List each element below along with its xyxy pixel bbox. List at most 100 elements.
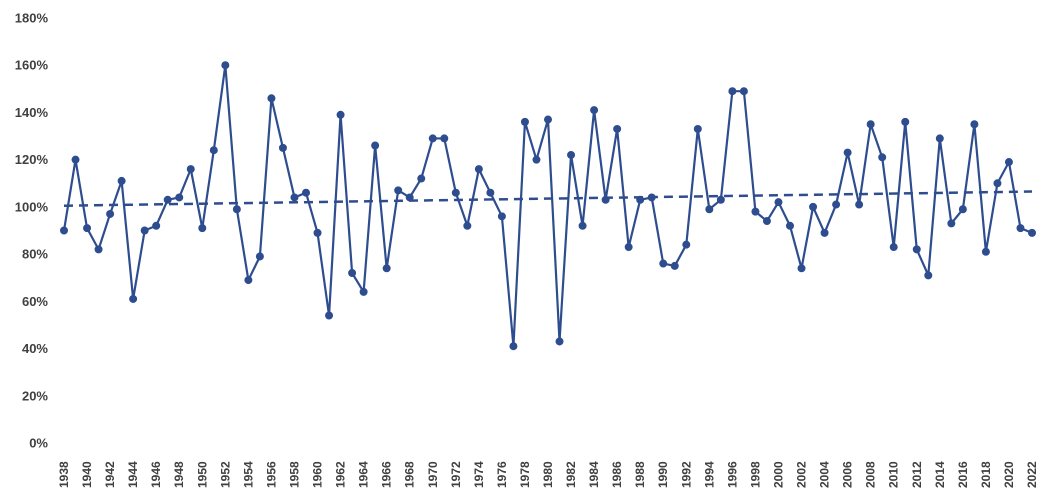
data-point bbox=[474, 165, 483, 174]
data-point bbox=[313, 228, 322, 237]
data-point bbox=[417, 174, 426, 183]
y-tick-label: 80% bbox=[22, 247, 48, 262]
x-tick-label: 1996 bbox=[725, 461, 739, 488]
data-point bbox=[590, 106, 599, 115]
x-tick-label: 1978 bbox=[518, 461, 532, 488]
x-tick-label: 1990 bbox=[656, 461, 670, 488]
x-tick-label: 1998 bbox=[748, 461, 762, 488]
data-point bbox=[889, 243, 898, 252]
x-tick-label: 1954 bbox=[241, 461, 255, 488]
data-point bbox=[532, 155, 541, 164]
x-tick-label: 1968 bbox=[403, 461, 417, 488]
x-tick-label: 2008 bbox=[864, 461, 878, 488]
data-point bbox=[221, 61, 230, 70]
data-point bbox=[762, 217, 771, 226]
trend-line bbox=[63, 190, 1033, 207]
data-point bbox=[682, 240, 691, 249]
data-point bbox=[83, 224, 92, 233]
data-point bbox=[670, 261, 679, 270]
data-point bbox=[301, 188, 310, 197]
x-tick-label: 1942 bbox=[103, 461, 117, 488]
data-point bbox=[716, 195, 725, 204]
data-point bbox=[140, 226, 149, 235]
data-point bbox=[659, 259, 668, 268]
y-tick-label: 160% bbox=[15, 58, 49, 73]
x-tick-label: 1988 bbox=[633, 461, 647, 488]
y-tick-label: 120% bbox=[15, 152, 49, 167]
data-point bbox=[336, 110, 345, 119]
x-tick-label: 1946 bbox=[149, 461, 163, 488]
data-point bbox=[544, 115, 553, 124]
data-point bbox=[451, 188, 460, 197]
x-tick-label: 2012 bbox=[910, 461, 924, 488]
x-tick-label: 1958 bbox=[287, 461, 301, 488]
data-point bbox=[371, 141, 380, 150]
data-point bbox=[497, 212, 506, 221]
x-tick-label: 1994 bbox=[702, 461, 716, 488]
y-tick-label: 60% bbox=[22, 294, 48, 309]
data-point bbox=[198, 224, 207, 233]
data-point bbox=[728, 87, 737, 96]
data-point bbox=[786, 221, 795, 230]
data-point bbox=[163, 195, 172, 204]
data-point bbox=[209, 146, 218, 155]
data-point bbox=[60, 226, 69, 235]
x-tick-label: 1982 bbox=[564, 461, 578, 488]
data-point bbox=[947, 219, 956, 228]
data-point bbox=[520, 117, 529, 126]
y-tick-label: 180% bbox=[15, 11, 49, 26]
data-point bbox=[255, 252, 264, 261]
data-point bbox=[290, 193, 299, 202]
x-tick-label: 1972 bbox=[449, 461, 463, 488]
data-point bbox=[866, 120, 875, 129]
data-point bbox=[278, 143, 287, 152]
data-point bbox=[958, 205, 967, 214]
x-tick-label: 2004 bbox=[818, 461, 832, 488]
data-point bbox=[94, 245, 103, 254]
data-point bbox=[832, 200, 841, 209]
data-point bbox=[774, 198, 783, 207]
plot-area bbox=[60, 61, 1037, 351]
data-point bbox=[1028, 228, 1037, 237]
y-tick-label: 40% bbox=[22, 341, 48, 356]
data-point bbox=[912, 245, 921, 254]
x-tick-label: 1952 bbox=[218, 461, 232, 488]
data-point bbox=[129, 294, 138, 303]
x-tick-label: 1986 bbox=[610, 461, 624, 488]
x-tick-label: 1984 bbox=[587, 461, 601, 488]
data-point bbox=[382, 264, 391, 273]
x-tick-label: 1940 bbox=[80, 461, 94, 488]
data-point bbox=[901, 117, 910, 126]
x-tick-label: 2010 bbox=[887, 461, 901, 488]
x-tick-label: 1950 bbox=[195, 461, 209, 488]
data-point bbox=[348, 268, 357, 277]
data-point bbox=[751, 207, 760, 216]
data-point bbox=[797, 264, 806, 273]
data-point bbox=[693, 124, 702, 133]
x-tick-label: 1948 bbox=[172, 461, 186, 488]
data-point bbox=[175, 193, 184, 202]
x-tick-label: 1964 bbox=[357, 461, 371, 488]
x-tick-label: 2018 bbox=[979, 461, 993, 488]
data-point bbox=[555, 337, 564, 346]
x-tick-label: 2016 bbox=[956, 461, 970, 488]
x-tick-label: 1976 bbox=[495, 461, 509, 488]
data-point bbox=[970, 120, 979, 129]
x-tick-label: 2002 bbox=[795, 461, 809, 488]
data-point bbox=[509, 342, 518, 351]
x-tick-label: 2000 bbox=[771, 461, 785, 488]
data-point bbox=[1016, 224, 1025, 233]
data-point bbox=[924, 271, 933, 280]
x-axis: 1938 1940 1942 1944 1946 1948 1950 1952 1954 1956… bbox=[57, 461, 1039, 488]
data-point bbox=[935, 134, 944, 143]
data-point bbox=[578, 221, 587, 230]
data-point bbox=[117, 176, 126, 185]
data-point bbox=[739, 87, 748, 96]
data-point bbox=[981, 247, 990, 256]
data-point bbox=[855, 200, 864, 209]
data-point bbox=[624, 243, 633, 252]
x-tick-label: 1992 bbox=[679, 461, 693, 488]
data-point bbox=[613, 124, 622, 133]
